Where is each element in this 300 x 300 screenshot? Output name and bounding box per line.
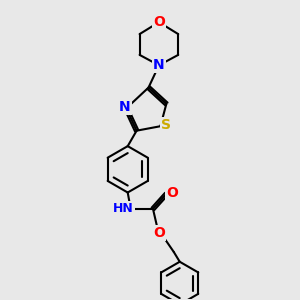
- Text: N: N: [119, 100, 130, 114]
- Text: N: N: [153, 58, 165, 72]
- Text: O: O: [166, 185, 178, 200]
- Text: S: S: [161, 118, 171, 132]
- Text: O: O: [153, 226, 165, 240]
- Text: HN: HN: [113, 202, 134, 215]
- Text: O: O: [153, 15, 165, 29]
